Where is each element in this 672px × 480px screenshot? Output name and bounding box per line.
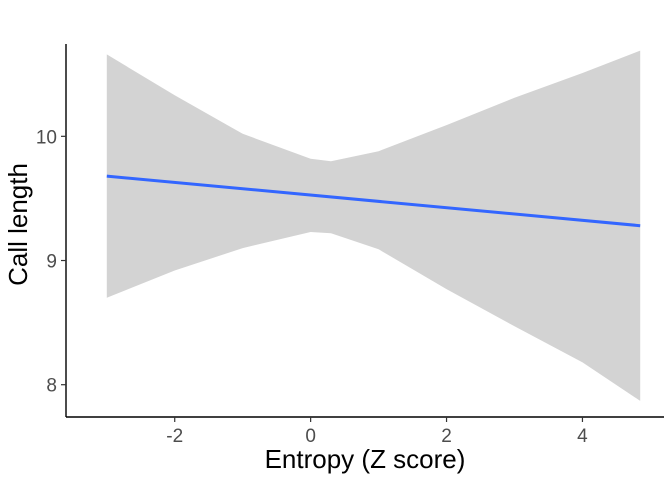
y-tick-label: 10 bbox=[36, 127, 57, 148]
confidence-band bbox=[106, 50, 641, 401]
regression-line bbox=[106, 174, 641, 228]
y-axis-title: Call length bbox=[3, 163, 33, 286]
x-tick-label: 2 bbox=[441, 426, 452, 447]
x-axis-ticks: -2 0 2 4 bbox=[166, 417, 588, 447]
confidence-band-layer bbox=[106, 50, 641, 401]
x-axis-title: Entropy (Z score) bbox=[265, 444, 466, 474]
x-tick-label: 4 bbox=[577, 426, 588, 447]
y-tick-label: 9 bbox=[46, 252, 57, 273]
x-tick-label: -2 bbox=[166, 426, 183, 447]
regression-line-layer bbox=[106, 174, 641, 228]
y-tick-label: 8 bbox=[46, 376, 57, 397]
x-tick-label: 0 bbox=[305, 426, 316, 447]
y-axis-ticks: 8 9 10 bbox=[36, 127, 66, 397]
